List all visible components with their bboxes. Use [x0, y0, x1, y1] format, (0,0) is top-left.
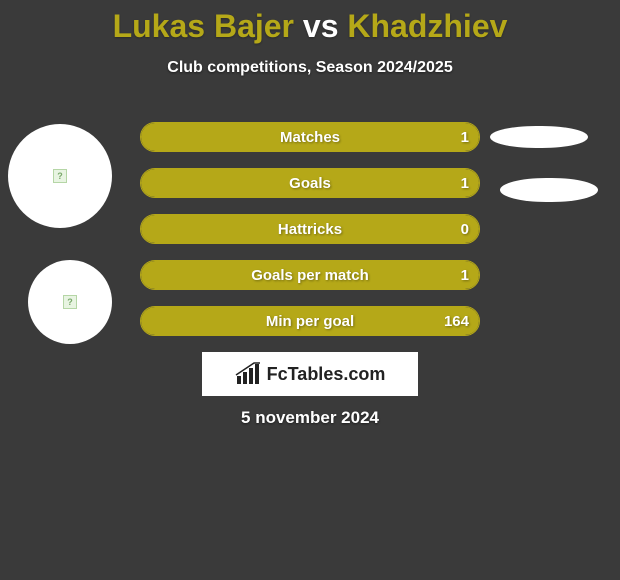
stat-row: Matches1 [140, 122, 480, 152]
stat-label: Goals [141, 169, 479, 197]
stat-label: Min per goal [141, 307, 479, 335]
chart-icon [235, 362, 261, 386]
stat-value-left: 1 [461, 123, 469, 151]
stat-value-left: 0 [461, 215, 469, 243]
stat-row: Goals1 [140, 168, 480, 198]
stat-row: Goals per match1 [140, 260, 480, 290]
stat-value-left: 1 [461, 261, 469, 289]
vs-separator: vs [303, 8, 339, 44]
player1-name: Lukas Bajer [113, 8, 294, 44]
stat-value-left: 164 [444, 307, 469, 335]
stat-row: Min per goal164 [140, 306, 480, 336]
image-placeholder-icon: ? [63, 295, 77, 309]
image-placeholder-icon: ? [53, 169, 67, 183]
stat-value-left: 1 [461, 169, 469, 197]
stats-container: Matches1Goals1Hattricks0Goals per match1… [140, 122, 480, 352]
stat-label: Matches [141, 123, 479, 151]
subtitle: Club competitions, Season 2024/2025 [0, 59, 620, 77]
stat-row: Hattricks0 [140, 214, 480, 244]
player2-name: Khadzhiev [347, 8, 507, 44]
player2-avatar: ? [28, 260, 112, 344]
player2-pill-2 [500, 178, 598, 202]
footer-badge: FcTables.com [202, 352, 418, 396]
stat-label: Goals per match [141, 261, 479, 289]
player1-avatar: ? [8, 124, 112, 228]
brand-text: FcTables.com [267, 364, 386, 385]
player2-pill-1 [490, 126, 588, 148]
comparison-title: Lukas Bajer vs Khadzhiev [0, 0, 620, 45]
stat-label: Hattricks [141, 215, 479, 243]
footer-date: 5 november 2024 [0, 408, 620, 428]
